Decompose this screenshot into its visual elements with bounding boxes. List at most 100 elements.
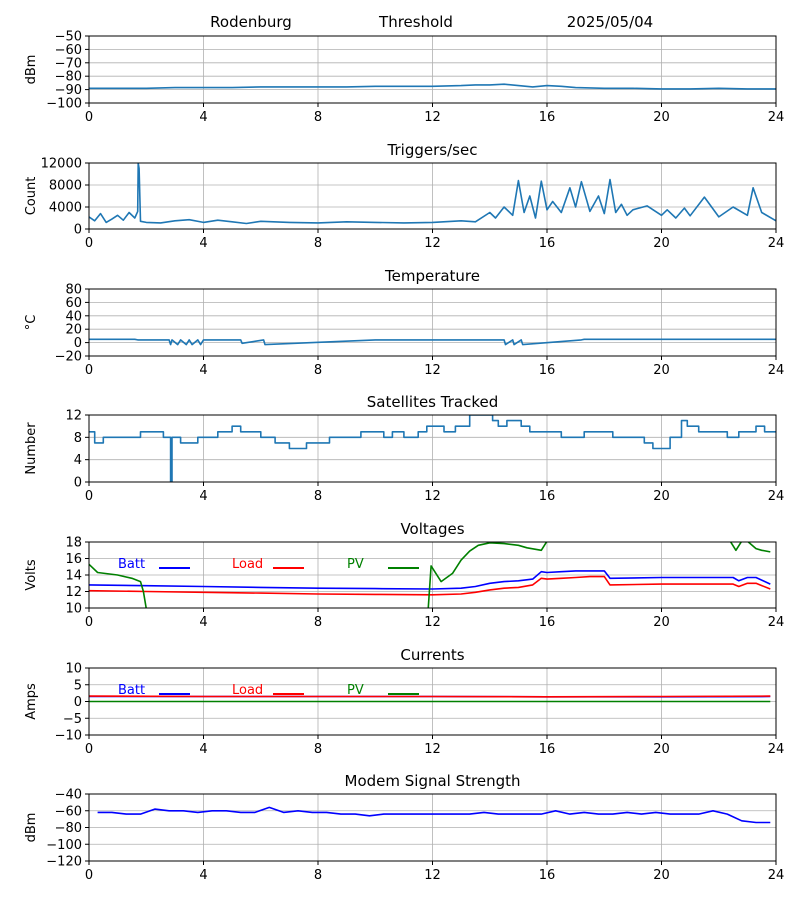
modem-ytick-label: −40 [55,788,82,803]
currents-legend-label-load: Load [232,683,263,698]
currents-title: Currents [400,646,464,664]
triggers-ytick-label: 8000 [49,179,82,194]
triggers-ytick-label: 12000 [41,157,82,172]
threshold-xtick-label: 24 [768,110,785,125]
satellites-xtick-label: 4 [199,489,207,504]
triggers-xtick-label: 4 [199,236,207,251]
satellites-ytick-label: 0 [74,476,82,491]
threshold-ytick-label: −60 [55,43,82,58]
currents-legend-label-batt: Batt [118,683,145,698]
currents-ytick-label: 5 [74,678,82,693]
triggers-ylabel: Count [24,177,39,216]
threshold-ytick-label: −70 [55,56,82,71]
temperature-xtick-label: 4 [199,363,207,378]
temperature-xtick-label: 16 [539,363,556,378]
currents-ytick-label: 10 [65,662,82,677]
temperature-xtick-label: 12 [424,363,441,378]
threshold-xtick-label: 20 [653,110,670,125]
voltages-ytick-label: 14 [65,569,82,584]
voltages-xtick-label: 20 [653,615,670,630]
currents-xtick-label: 20 [653,742,670,757]
satellites-ytick-label: 4 [74,453,82,468]
temperature-xtick-label: 20 [653,363,670,378]
currents-ytick-label: −5 [63,712,82,727]
triggers-xtick-label: 12 [424,236,441,251]
temperature-ylabel: °C [24,315,39,331]
modem-ytick-label: −80 [55,821,82,836]
temperature-xtick-label: 0 [85,363,93,378]
currents-ytick-label: 0 [74,695,82,710]
voltages-legend-label-batt: Batt [118,557,145,572]
currents-xtick-label: 0 [85,742,93,757]
voltages-ytick-label: 10 [65,602,82,617]
satellites-xtick-label: 20 [653,489,670,504]
modem-xtick-label: 16 [539,868,556,883]
modem-title: Modem Signal Strength [345,772,521,790]
modem-ylabel: dBm [24,813,39,843]
voltages-ytick-label: 16 [65,552,82,567]
modem-xtick-label: 24 [768,868,785,883]
threshold-ylabel: dBm [24,55,39,85]
satellites-xtick-label: 12 [424,489,441,504]
currents-xtick-label: 16 [539,742,556,757]
threshold-ytick-label: −90 [55,83,82,98]
temperature-ytick-label: 40 [65,309,82,324]
voltages-xtick-label: 16 [539,615,556,630]
triggers-xtick-label: 8 [314,236,322,251]
currents-series-line-load [89,696,770,697]
modem-ytick-label: −60 [55,804,82,819]
voltages-title: Voltages [400,520,464,538]
triggers-ytick-label: 4000 [49,201,82,216]
triggers-xtick-label: 16 [539,236,556,251]
temperature-title: Temperature [384,267,480,285]
voltages-ylabel: Volts [24,559,39,591]
triggers-ytick-label: 0 [74,223,82,238]
modem-xtick-label: 20 [653,868,670,883]
currents-xtick-label: 24 [768,742,785,757]
voltages-ytick-label: 12 [65,585,82,600]
header-station: Rodenburg [210,13,292,31]
currents-xtick-label: 12 [424,742,441,757]
voltages-xtick-label: 24 [768,615,785,630]
triggers-xtick-label: 24 [768,236,785,251]
modem-xtick-label: 0 [85,868,93,883]
temperature-xtick-label: 24 [768,363,785,378]
modem-ytick-label: −120 [46,855,82,870]
threshold-xtick-label: 16 [539,110,556,125]
modem-xtick-label: 4 [199,868,207,883]
triggers-title: Triggers/sec [387,141,478,159]
threshold-xtick-label: 8 [314,110,322,125]
currents-xtick-label: 8 [314,742,322,757]
threshold-ytick-label: −50 [55,30,82,45]
satellites-xtick-label: 24 [768,489,785,504]
satellites-xtick-label: 16 [539,489,556,504]
modem-ytick-label: −100 [46,838,82,853]
temperature-ytick-label: 60 [65,296,82,311]
voltages-ytick-label: 18 [65,536,82,551]
currents-ytick-label: −10 [55,729,82,744]
currents-ylabel: Amps [24,683,39,720]
header-metric: Threshold [378,13,453,31]
satellites-ytick-label: 8 [74,431,82,446]
voltages-xtick-label: 4 [199,615,207,630]
temperature-ytick-label: 80 [65,283,82,298]
modem-series-line [98,807,771,822]
threshold-ytick-label: −100 [46,97,82,112]
temperature-xtick-label: 8 [314,363,322,378]
modem-xtick-label: 12 [424,868,441,883]
header-date: 2025/05/04 [567,13,653,31]
satellites-ytick-label: 12 [65,409,82,424]
triggers-xtick-label: 0 [85,236,93,251]
satellites-xtick-label: 8 [314,489,322,504]
voltages-legend-label-load: Load [232,557,263,572]
satellites-xtick-label: 0 [85,489,93,504]
temperature-ytick-label: −20 [55,350,82,365]
voltages-xtick-label: 0 [85,615,93,630]
